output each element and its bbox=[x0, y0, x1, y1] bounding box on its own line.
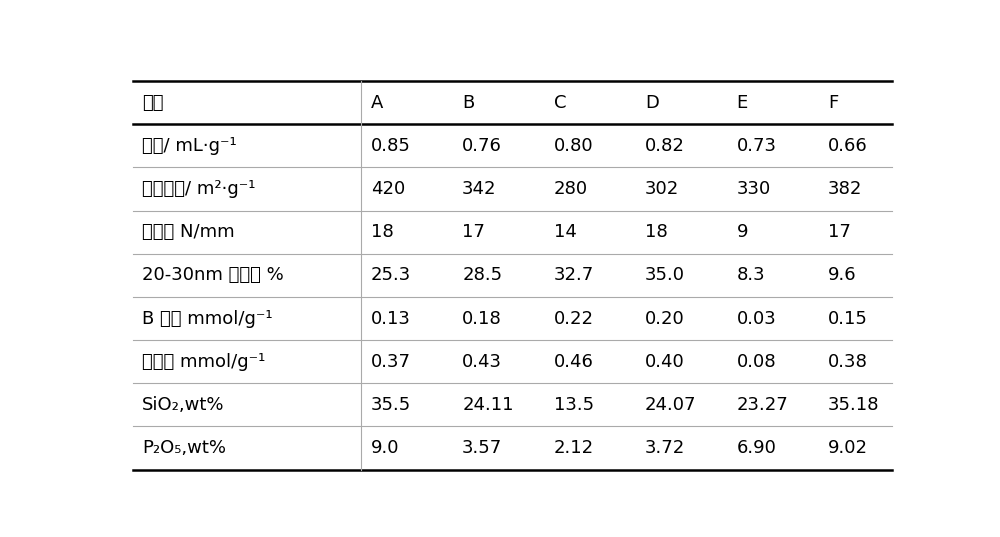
Text: E: E bbox=[736, 93, 748, 112]
Text: 9: 9 bbox=[736, 223, 748, 241]
Text: F: F bbox=[828, 93, 838, 112]
Text: 0.13: 0.13 bbox=[371, 309, 411, 328]
Text: 280: 280 bbox=[554, 180, 588, 198]
Text: 3.57: 3.57 bbox=[462, 439, 502, 457]
Text: 28.5: 28.5 bbox=[462, 266, 502, 284]
Text: 0.80: 0.80 bbox=[554, 137, 593, 155]
Text: 0.82: 0.82 bbox=[645, 137, 685, 155]
Text: 0.18: 0.18 bbox=[462, 309, 502, 328]
Text: 32.7: 32.7 bbox=[554, 266, 594, 284]
Text: 0.08: 0.08 bbox=[736, 353, 776, 371]
Text: 0.73: 0.73 bbox=[736, 137, 776, 155]
Text: 302: 302 bbox=[645, 180, 679, 198]
Text: 0.15: 0.15 bbox=[828, 309, 868, 328]
Text: 23.27: 23.27 bbox=[736, 396, 788, 414]
Text: 0.66: 0.66 bbox=[828, 137, 868, 155]
Text: 18: 18 bbox=[371, 223, 393, 241]
Text: 35.0: 35.0 bbox=[645, 266, 685, 284]
Text: 0.46: 0.46 bbox=[554, 353, 593, 371]
Text: 342: 342 bbox=[462, 180, 497, 198]
Text: 孔容/ mL·g⁻¹: 孔容/ mL·g⁻¹ bbox=[142, 137, 237, 155]
Text: D: D bbox=[645, 93, 659, 112]
Text: 382: 382 bbox=[828, 180, 862, 198]
Text: 0.20: 0.20 bbox=[645, 309, 685, 328]
Text: 9.0: 9.0 bbox=[371, 439, 399, 457]
Text: 6.90: 6.90 bbox=[736, 439, 776, 457]
Text: 2.12: 2.12 bbox=[554, 439, 594, 457]
Text: 25.3: 25.3 bbox=[371, 266, 411, 284]
Text: 项目: 项目 bbox=[142, 93, 164, 112]
Text: 0.37: 0.37 bbox=[371, 353, 411, 371]
Text: B: B bbox=[462, 93, 474, 112]
Text: 0.85: 0.85 bbox=[371, 137, 411, 155]
Text: 24.11: 24.11 bbox=[462, 396, 514, 414]
Text: B 酸， mmol/g⁻¹: B 酸， mmol/g⁻¹ bbox=[142, 309, 273, 328]
Text: 0.38: 0.38 bbox=[828, 353, 868, 371]
Text: 0.43: 0.43 bbox=[462, 353, 502, 371]
Text: 0.22: 0.22 bbox=[554, 309, 594, 328]
Text: 35.5: 35.5 bbox=[371, 396, 411, 414]
Text: 35.18: 35.18 bbox=[828, 396, 879, 414]
Text: 酸量， mmol/g⁻¹: 酸量， mmol/g⁻¹ bbox=[142, 353, 265, 371]
Text: SiO₂,wt%: SiO₂,wt% bbox=[142, 396, 225, 414]
Text: 0.40: 0.40 bbox=[645, 353, 685, 371]
Text: 比表面积/ m²·g⁻¹: 比表面积/ m²·g⁻¹ bbox=[142, 180, 256, 198]
Text: C: C bbox=[554, 93, 566, 112]
Text: 420: 420 bbox=[371, 180, 405, 198]
Text: A: A bbox=[371, 93, 383, 112]
Text: 0.76: 0.76 bbox=[462, 137, 502, 155]
Text: 9.6: 9.6 bbox=[828, 266, 857, 284]
Text: 8.3: 8.3 bbox=[736, 266, 765, 284]
Text: 24.07: 24.07 bbox=[645, 396, 697, 414]
Text: 18: 18 bbox=[645, 223, 668, 241]
Text: 14: 14 bbox=[554, 223, 576, 241]
Text: 13.5: 13.5 bbox=[554, 396, 594, 414]
Text: 0.03: 0.03 bbox=[736, 309, 776, 328]
Text: 17: 17 bbox=[828, 223, 851, 241]
Text: 20-30nm 比例， %: 20-30nm 比例， % bbox=[142, 266, 284, 284]
Text: 3.72: 3.72 bbox=[645, 439, 685, 457]
Text: 强度， N/mm: 强度， N/mm bbox=[142, 223, 235, 241]
Text: 9.02: 9.02 bbox=[828, 439, 868, 457]
Text: P₂O₅,wt%: P₂O₅,wt% bbox=[142, 439, 226, 457]
Text: 330: 330 bbox=[736, 180, 771, 198]
Text: 17: 17 bbox=[462, 223, 485, 241]
